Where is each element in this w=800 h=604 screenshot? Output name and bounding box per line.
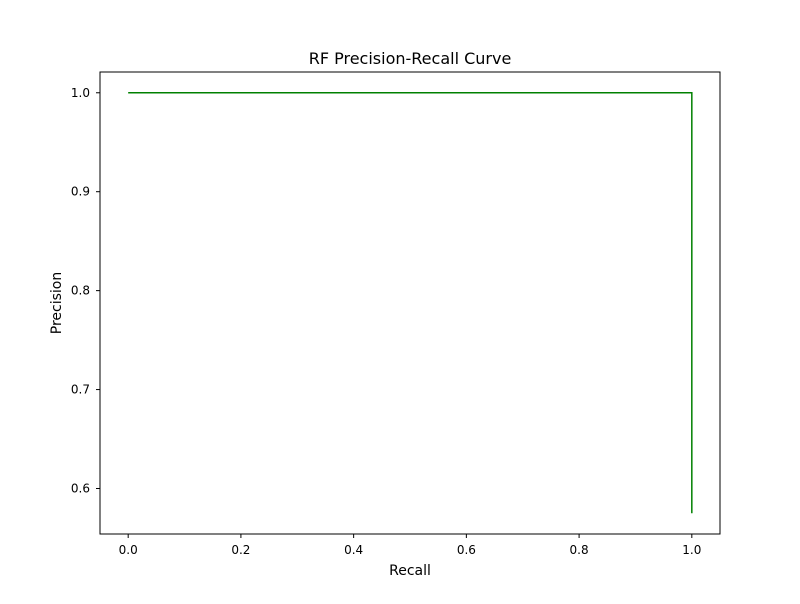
- x-tick-label: 1.0: [682, 543, 701, 557]
- axes-frame: [99, 71, 721, 535]
- x-tick-label: 0.8: [570, 543, 589, 557]
- x-tick-label: 0.0: [119, 543, 138, 557]
- precision-recall-line: [128, 92, 693, 514]
- y-tick-label: 0.8: [71, 284, 90, 298]
- y-tick-label: 0.9: [71, 185, 90, 199]
- y-tick-label: 0.6: [71, 481, 90, 495]
- y-axis-ticks: 0.6 0.7 0.8 0.9 1.0: [71, 86, 100, 495]
- y-tick-label: 1.0: [71, 86, 90, 100]
- x-tick-label: 0.6: [457, 543, 476, 557]
- y-axis-label: Precision: [49, 272, 65, 334]
- chart-title: RF Precision-Recall Curve: [309, 49, 512, 68]
- x-axis-label: Recall: [389, 563, 431, 579]
- x-tick-label: 0.2: [231, 543, 250, 557]
- x-tick-label: 0.4: [344, 543, 363, 557]
- y-tick-label: 0.7: [71, 383, 90, 397]
- x-axis-ticks: 0.0 0.2 0.4 0.6 0.8 1.0: [119, 534, 701, 557]
- series-layer: [128, 92, 693, 514]
